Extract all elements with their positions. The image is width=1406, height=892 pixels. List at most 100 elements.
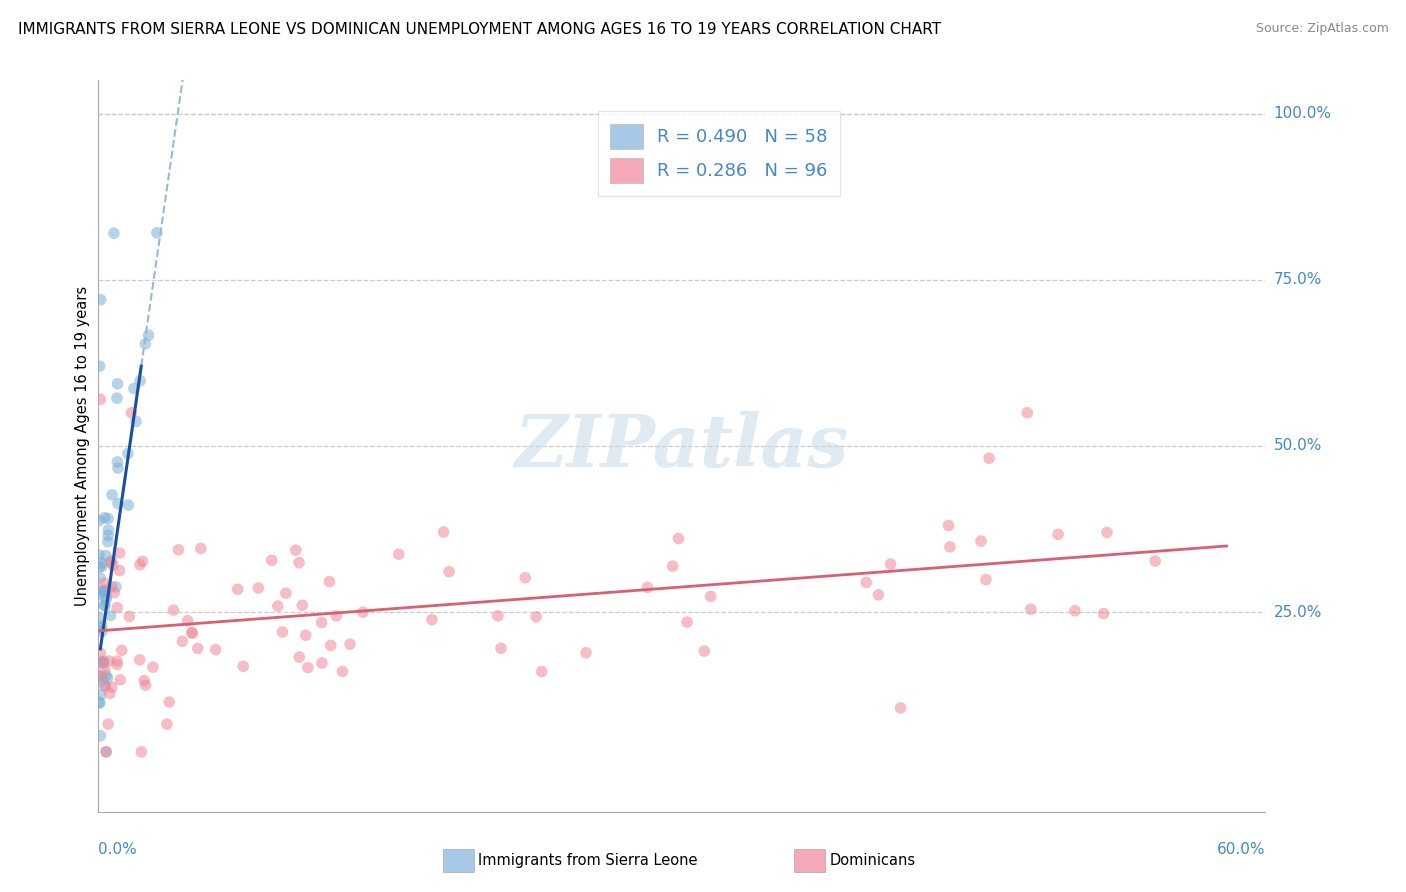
Point bbox=[93, 576, 115, 591]
Point bbox=[107, 497, 129, 511]
Point bbox=[93, 599, 115, 613]
Point bbox=[1047, 527, 1070, 541]
Text: 75.0%: 75.0% bbox=[1274, 272, 1322, 287]
Point bbox=[530, 665, 553, 679]
Point bbox=[297, 660, 319, 674]
Point bbox=[96, 745, 118, 759]
Point bbox=[129, 558, 152, 572]
Point bbox=[89, 696, 111, 710]
Point bbox=[204, 642, 226, 657]
Point bbox=[101, 680, 124, 694]
Point bbox=[181, 626, 204, 640]
Point bbox=[91, 559, 114, 574]
Point bbox=[232, 659, 254, 673]
Point bbox=[661, 559, 683, 574]
Point bbox=[699, 590, 721, 604]
Point bbox=[1064, 604, 1087, 618]
Point bbox=[91, 556, 114, 570]
Point bbox=[1095, 525, 1118, 540]
Point bbox=[94, 668, 117, 682]
Point bbox=[87, 621, 110, 635]
Point bbox=[105, 654, 128, 668]
Point bbox=[100, 555, 122, 569]
Point bbox=[187, 641, 209, 656]
Point bbox=[636, 581, 658, 595]
Text: 50.0%: 50.0% bbox=[1274, 439, 1322, 453]
Point bbox=[96, 584, 118, 599]
Point bbox=[311, 656, 333, 670]
Point bbox=[938, 518, 960, 533]
Point bbox=[190, 541, 212, 556]
Point bbox=[125, 415, 148, 429]
Point bbox=[91, 583, 114, 598]
Text: IMMIGRANTS FROM SIERRA LEONE VS DOMINICAN UNEMPLOYMENT AMONG AGES 16 TO 19 YEARS: IMMIGRANTS FROM SIERRA LEONE VS DOMINICA… bbox=[18, 22, 942, 37]
Point bbox=[575, 646, 598, 660]
Point bbox=[105, 657, 128, 672]
Point bbox=[97, 717, 120, 731]
Point bbox=[87, 696, 110, 710]
Point bbox=[93, 584, 115, 599]
Point bbox=[868, 588, 890, 602]
Point bbox=[676, 615, 699, 629]
Y-axis label: Unemployment Among Ages 16 to 19 years: Unemployment Among Ages 16 to 19 years bbox=[75, 286, 90, 606]
Point bbox=[87, 548, 110, 562]
Point bbox=[284, 543, 307, 558]
Point bbox=[939, 540, 962, 554]
Point bbox=[91, 584, 114, 599]
Point bbox=[91, 624, 114, 639]
Point bbox=[100, 580, 122, 594]
Point bbox=[142, 660, 165, 674]
Point bbox=[89, 611, 111, 625]
Point bbox=[318, 574, 340, 589]
Point bbox=[105, 391, 128, 405]
Point bbox=[97, 528, 120, 542]
Point bbox=[108, 546, 131, 560]
Point bbox=[515, 571, 537, 585]
Point bbox=[101, 488, 124, 502]
Point bbox=[97, 534, 120, 549]
Point bbox=[156, 717, 179, 731]
Point bbox=[89, 560, 111, 574]
Point bbox=[105, 455, 128, 469]
Point bbox=[90, 688, 112, 702]
Point bbox=[157, 695, 180, 709]
Point bbox=[489, 641, 512, 656]
Point bbox=[162, 603, 184, 617]
Point bbox=[89, 571, 111, 585]
Point bbox=[433, 524, 456, 539]
Point bbox=[226, 582, 249, 597]
Point bbox=[87, 669, 110, 683]
Point bbox=[420, 613, 443, 627]
Text: 25.0%: 25.0% bbox=[1274, 605, 1322, 620]
Point bbox=[291, 599, 314, 613]
Point bbox=[96, 590, 118, 604]
Point bbox=[103, 585, 125, 599]
Point bbox=[311, 615, 333, 630]
Point bbox=[486, 608, 509, 623]
Point bbox=[93, 656, 115, 670]
Point bbox=[134, 673, 156, 688]
Point bbox=[1019, 602, 1042, 616]
Point bbox=[1092, 607, 1115, 621]
Point bbox=[107, 461, 129, 475]
Point bbox=[111, 643, 134, 657]
Point bbox=[319, 638, 342, 652]
Point bbox=[167, 542, 190, 557]
Point bbox=[94, 679, 117, 693]
Point bbox=[1017, 406, 1039, 420]
Point bbox=[260, 553, 283, 567]
Point bbox=[90, 293, 112, 307]
Point bbox=[325, 608, 347, 623]
Point bbox=[352, 605, 374, 619]
Point bbox=[94, 549, 117, 563]
Point bbox=[889, 701, 911, 715]
Point bbox=[89, 729, 111, 743]
Point bbox=[103, 226, 125, 240]
Point bbox=[89, 646, 111, 660]
Point bbox=[110, 673, 132, 687]
Point bbox=[855, 575, 877, 590]
Point bbox=[879, 557, 901, 571]
Point bbox=[129, 374, 152, 388]
Point bbox=[294, 628, 316, 642]
Point bbox=[96, 671, 118, 685]
